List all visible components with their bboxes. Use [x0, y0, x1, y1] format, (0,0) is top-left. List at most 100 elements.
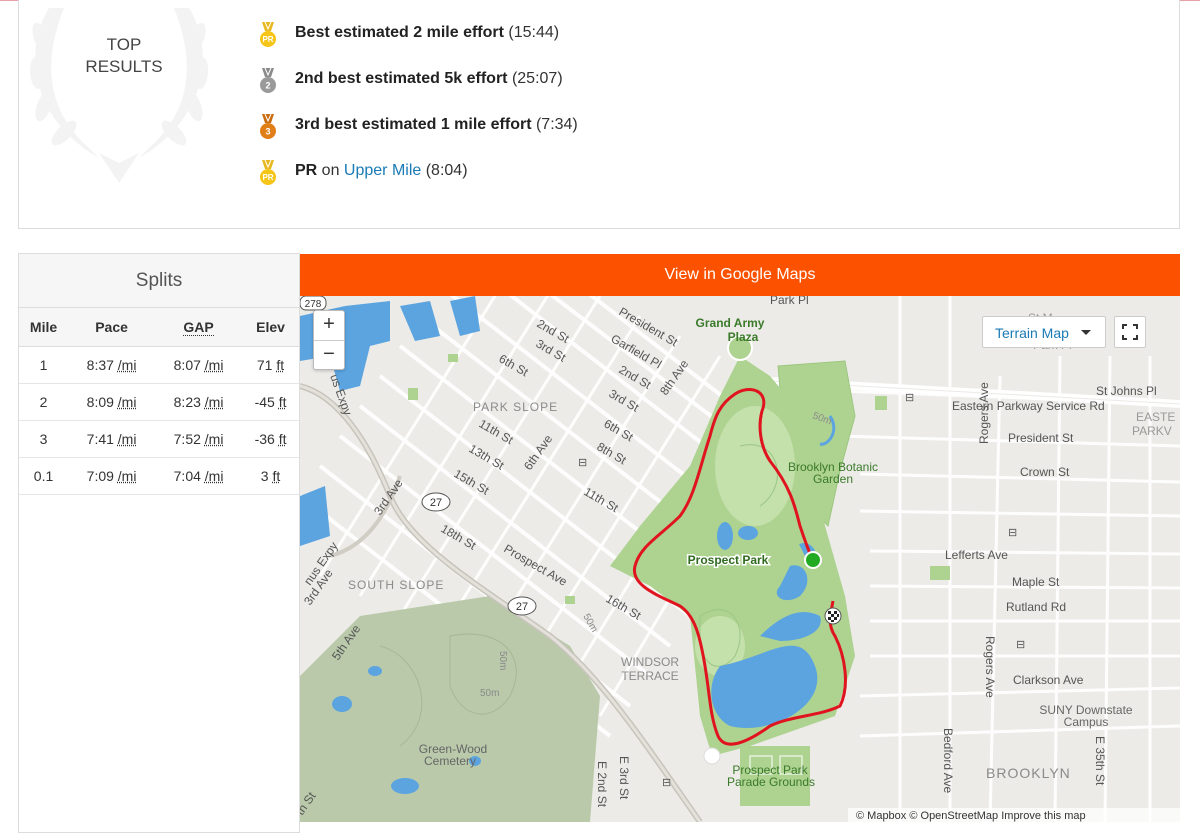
map-label: WINDSOR	[621, 655, 679, 669]
split-elev: 71 ft	[242, 347, 299, 384]
svg-text:PR: PR	[262, 173, 273, 182]
split-mile: 3	[19, 421, 68, 458]
column-header-pace: Pace	[68, 308, 155, 347]
map-label: 6th Ave	[521, 432, 555, 473]
map-label: Garden	[813, 472, 853, 486]
segment-link-upper-mile[interactable]: Upper Mile	[344, 162, 421, 179]
split-mile: 0.1	[19, 458, 68, 495]
elevation-label: 50m	[497, 651, 508, 670]
map-canvas[interactable]: 27 27 278	[300, 296, 1180, 822]
split-pace: 7:09 /mi	[68, 458, 155, 495]
transit-icon: ⊟	[578, 457, 587, 469]
route-27-shield: 27	[422, 493, 450, 511]
fullscreen-button[interactable]	[1114, 316, 1146, 348]
split-elev: 3 ft	[242, 458, 299, 495]
start-marker-icon	[805, 552, 821, 568]
map-label: PARK SLOPE	[473, 400, 558, 414]
map-label: Maple St	[1012, 575, 1060, 589]
svg-text:PR: PR	[262, 35, 273, 44]
map-label: Parade Grounds	[727, 775, 815, 789]
pr-medal-icon: PR	[259, 22, 277, 48]
splits-header-row: Mile Pace GAP Elev	[19, 308, 299, 347]
achievement-title: 3rd best estimated 1 mile effort	[295, 116, 532, 133]
zoom-in-button[interactable]: +	[314, 311, 344, 340]
achievement-item: PR PR on Upper Mile (8:04)	[259, 162, 578, 208]
svg-text:27: 27	[430, 497, 442, 509]
achievement-title: Best estimated 2 mile effort	[295, 24, 504, 41]
fullscreen-icon	[1115, 317, 1145, 347]
table-row: 1 8:37 /mi 8:07 /mi 71 ft	[19, 347, 299, 384]
svg-text:27: 27	[516, 601, 528, 613]
map-label: E 3rd St	[617, 756, 631, 800]
splits-panel: Splits Mile Pace GAP Elev 1 8:37 /mi 8:0…	[18, 253, 300, 833]
pr-medal-icon: PR	[259, 160, 277, 186]
map-type-dropdown[interactable]: Terrain Map	[982, 316, 1106, 348]
elevation-label: 50m	[480, 688, 499, 699]
column-header-elev: Elev	[242, 308, 299, 347]
map-label: Rutland Rd	[1006, 600, 1066, 614]
split-gap: 7:52 /mi	[155, 421, 242, 458]
map-label: Rogers Ave	[983, 636, 997, 698]
route-278-shield: 278	[300, 296, 326, 310]
column-header-mile: Mile	[19, 308, 68, 347]
map-label: Park Pl	[770, 296, 809, 307]
map-label: Crown St	[1020, 465, 1070, 479]
map-label: Plaza	[728, 330, 759, 344]
map-label: President St	[1008, 431, 1074, 445]
map-label: 6th St	[602, 416, 637, 444]
split-gap: 8:07 /mi	[155, 347, 242, 384]
chevron-down-icon	[1081, 330, 1091, 335]
map-label-prospect-park: Prospect Park	[688, 553, 769, 567]
map-label: Prospect Ave	[502, 541, 570, 589]
transit-icon: ⊟	[905, 392, 914, 404]
map-label: E 2nd St	[595, 761, 609, 808]
top-results-card: TOP RESULTS PR Best estimated 2 mile eff…	[18, 0, 1180, 229]
split-gap: 7:04 /mi	[155, 458, 242, 495]
splits-title: Splits	[19, 254, 299, 308]
zoom-control: + −	[313, 310, 345, 370]
activity-map: View in Google Maps	[300, 254, 1180, 822]
achievement-title: 2nd best estimated 5k effort	[295, 70, 508, 87]
top-results-title: TOP RESULTS	[79, 34, 169, 78]
split-pace: 7:41 /mi	[68, 421, 155, 458]
map-type-label: Terrain Map	[995, 325, 1069, 341]
svg-text:278: 278	[305, 299, 322, 310]
map-label: Bedford Ave	[941, 728, 955, 793]
map-label: Cemetery	[424, 754, 476, 768]
split-gap: 8:23 /mi	[155, 384, 242, 421]
map-attribution[interactable]: © Mapbox © OpenStreetMap Improve this ma…	[856, 810, 1086, 822]
achievements-list: PR Best estimated 2 mile effort (15:44) …	[259, 24, 578, 208]
map-label: Eastern Parkway Service Rd	[952, 399, 1105, 413]
transit-icon: ⊟	[1016, 639, 1025, 651]
map-label: PARKV	[1132, 424, 1172, 438]
map-label: EASTE	[1136, 410, 1175, 424]
map-label: Rogers Ave	[977, 382, 991, 444]
achievement-item: 2 2nd best estimated 5k effort (25:07)	[259, 70, 578, 116]
map-label: Clarkson Ave	[1013, 673, 1084, 687]
zoom-out-button[interactable]: −	[314, 340, 344, 370]
achievement-title: PR	[295, 162, 317, 179]
table-row: 2 8:09 /mi 8:23 /mi -45 ft	[19, 384, 299, 421]
split-pace: 8:37 /mi	[68, 347, 155, 384]
bronze-medal-icon: 3	[259, 114, 277, 140]
svg-text:3: 3	[265, 127, 270, 137]
view-in-google-maps-button[interactable]: View in Google Maps	[300, 254, 1180, 296]
route-27-shield: 27	[508, 597, 536, 615]
map-label: 11th St	[582, 484, 622, 515]
finish-marker-icon	[825, 608, 841, 624]
column-header-gap[interactable]: GAP	[155, 308, 242, 347]
map-label: SOUTH SLOPE	[348, 578, 444, 592]
map-label: E 35th St	[1093, 736, 1107, 786]
map-label: 16th St	[604, 591, 645, 622]
split-pace: 8:09 /mi	[68, 384, 155, 421]
achievement-item: PR Best estimated 2 mile effort (15:44)	[259, 24, 578, 70]
map-label: TERRACE	[621, 669, 678, 683]
table-row: 0.1 7:09 /mi 7:04 /mi 3 ft	[19, 458, 299, 495]
table-row: 3 7:41 /mi 7:52 /mi -36 ft	[19, 421, 299, 458]
map-label: St Johns Pl	[1096, 384, 1157, 398]
split-elev: -45 ft	[242, 384, 299, 421]
transit-icon: ⊟	[1008, 527, 1017, 539]
silver-medal-icon: 2	[259, 68, 277, 94]
map-label: 13th St	[467, 441, 508, 472]
map-label: BROOKLYN	[986, 765, 1071, 781]
